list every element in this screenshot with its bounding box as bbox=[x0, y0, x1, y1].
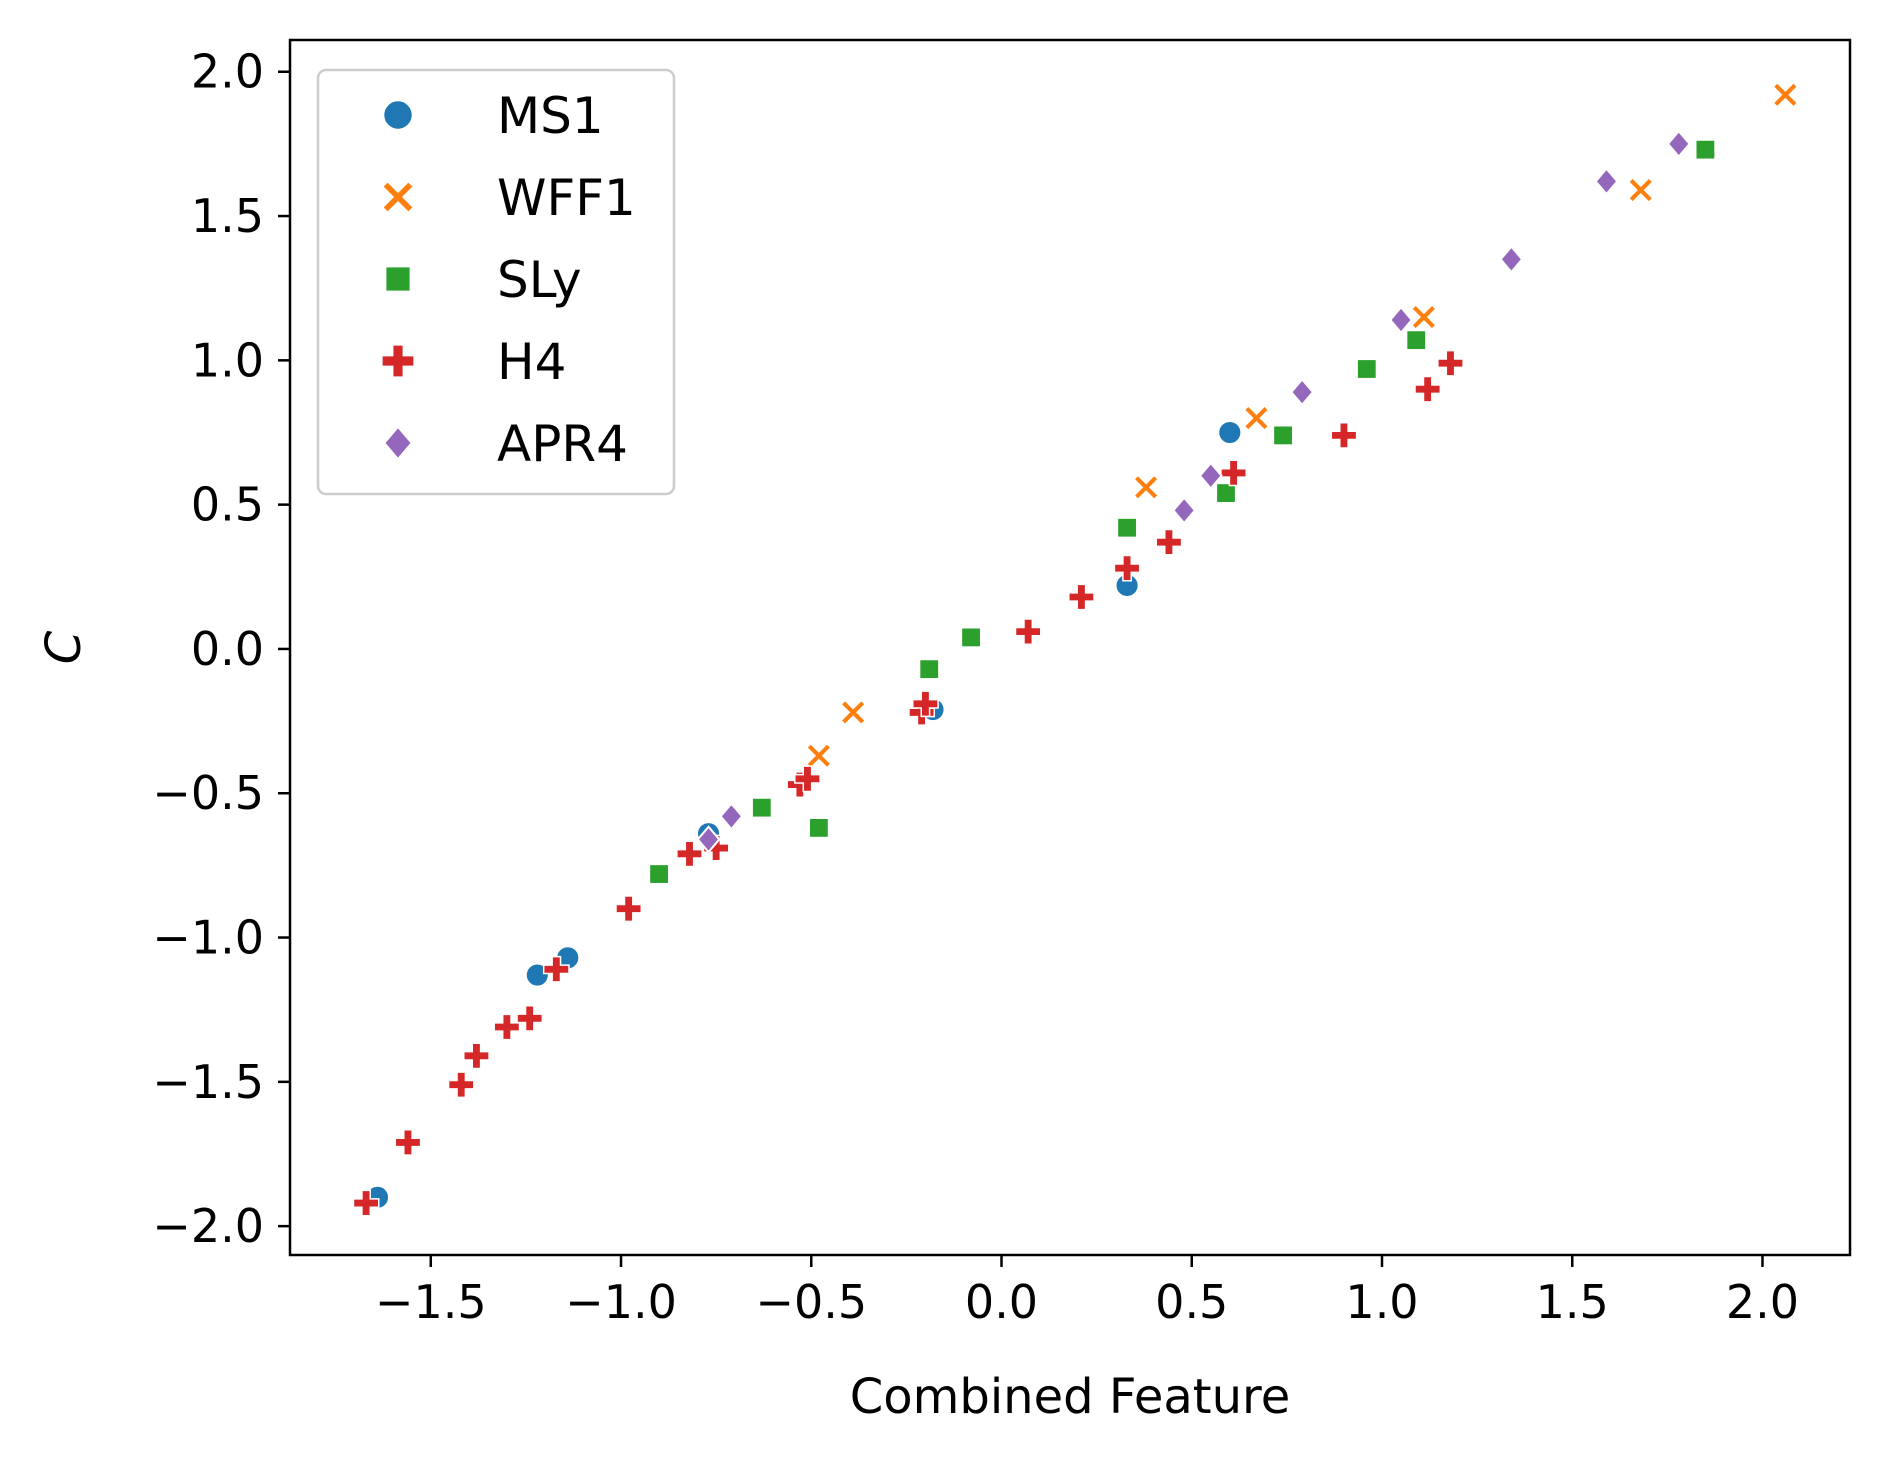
data-point-wff1 bbox=[1772, 81, 1799, 108]
legend-marker-sly bbox=[384, 265, 412, 293]
x-tick-label: 0.0 bbox=[965, 1275, 1038, 1329]
ticks-layer: −1.5 −1.0 −0.5 0.0 0.5 1.0 1.5 2.0 −2.0 −1.5 −1.0 −… bbox=[152, 45, 1799, 1329]
legend-marker-h4 bbox=[381, 344, 415, 378]
y-tick-label: −1.0 bbox=[152, 911, 264, 965]
legend-item-wff1: WFF1 bbox=[381, 169, 636, 227]
y-tick-label: −1.5 bbox=[152, 1055, 264, 1109]
data-point-ms1 bbox=[1217, 419, 1243, 446]
data-point-sly bbox=[1116, 516, 1138, 539]
legend-label: MS1 bbox=[497, 87, 604, 145]
data-point-wff1 bbox=[1243, 404, 1270, 432]
data-point-sly bbox=[1355, 358, 1378, 380]
data-point-sly bbox=[807, 816, 830, 839]
data-point-h4 bbox=[463, 1042, 490, 1070]
data-point-wff1 bbox=[805, 742, 833, 769]
x-tick-label: 2.0 bbox=[1726, 1275, 1799, 1329]
legend-label: SLy bbox=[497, 251, 582, 309]
data-point-apr4 bbox=[1666, 129, 1691, 159]
x-tick-label: −1.5 bbox=[375, 1275, 487, 1329]
data-point-sly bbox=[648, 863, 670, 885]
x-tick-label: 1.0 bbox=[1345, 1275, 1418, 1329]
data-point-apr4 bbox=[1499, 245, 1524, 274]
data-point-h4 bbox=[352, 1189, 380, 1217]
data-point-h4 bbox=[516, 1004, 544, 1032]
data-point-h4 bbox=[447, 1071, 475, 1099]
data-point-h4 bbox=[676, 840, 703, 868]
data-point-sly bbox=[1405, 329, 1428, 352]
data-point-wff1 bbox=[839, 699, 867, 726]
series-ms1 bbox=[364, 419, 1243, 1210]
data-point-h4 bbox=[615, 895, 643, 923]
y-tick-label: −2.0 bbox=[152, 1199, 264, 1253]
data-point-h4 bbox=[1330, 421, 1358, 449]
data-point-apr4 bbox=[719, 802, 744, 831]
data-point-h4 bbox=[493, 1013, 521, 1041]
x-tick-label: −0.5 bbox=[755, 1275, 867, 1329]
legend-marker-apr4 bbox=[383, 425, 413, 461]
data-point-h4 bbox=[912, 690, 939, 718]
legend-item-ms1: MS1 bbox=[382, 87, 604, 145]
series-sly bbox=[648, 138, 1717, 885]
data-point-apr4 bbox=[1594, 167, 1619, 196]
legend-marker-ms1 bbox=[382, 99, 414, 131]
data-point-h4 bbox=[1414, 375, 1442, 403]
data-point-sly bbox=[1694, 138, 1717, 161]
data-point-h4 bbox=[1014, 618, 1042, 646]
legend-label: H4 bbox=[497, 333, 566, 391]
y-tick-label: 2.0 bbox=[191, 45, 264, 99]
series-apr4 bbox=[696, 129, 1691, 854]
data-point-apr4 bbox=[1198, 461, 1223, 490]
series-h4 bbox=[352, 349, 1464, 1217]
x-axis-title: Combined Feature bbox=[850, 1369, 1291, 1425]
data-point-sly bbox=[918, 658, 941, 681]
x-tick-label: −1.0 bbox=[565, 1275, 677, 1329]
data-point-apr4 bbox=[696, 825, 721, 854]
data-point-h4 bbox=[1113, 554, 1141, 582]
legend-item-sly: SLy bbox=[384, 251, 582, 309]
y-tick-label: −0.5 bbox=[152, 766, 264, 820]
data-point-h4 bbox=[394, 1129, 422, 1156]
data-point-sly bbox=[750, 796, 773, 819]
plot-frame bbox=[288, 38, 1852, 1257]
legend-label: WFF1 bbox=[497, 169, 636, 227]
data-point-h4 bbox=[1155, 528, 1183, 556]
x-tick-label: 0.5 bbox=[1155, 1275, 1228, 1329]
data-point-h4 bbox=[542, 955, 570, 983]
data-point-sly bbox=[1272, 424, 1294, 447]
legend-marker-wff1 bbox=[381, 180, 415, 214]
legend-label: APR4 bbox=[497, 415, 628, 473]
y-tick-label: 0.5 bbox=[191, 478, 264, 532]
data-point-wff1 bbox=[1132, 474, 1160, 501]
data-point-wff1 bbox=[1627, 176, 1654, 204]
data-point-h4 bbox=[1220, 459, 1248, 487]
data-point-apr4 bbox=[1388, 305, 1414, 335]
data-point-wff1 bbox=[1410, 303, 1438, 331]
x-tick-label: 1.5 bbox=[1536, 1275, 1609, 1329]
y-tick-label: 0.0 bbox=[191, 622, 264, 676]
data-point-h4 bbox=[1068, 583, 1095, 611]
legend-box bbox=[316, 68, 676, 496]
y-tick-label: 1.5 bbox=[191, 189, 264, 243]
data-point-sly bbox=[960, 626, 982, 649]
y-axis-title: C bbox=[36, 630, 92, 664]
data-points-layer bbox=[352, 81, 1799, 1217]
data-point-apr4 bbox=[1290, 377, 1315, 407]
data-point-sly bbox=[1215, 482, 1237, 504]
series-wff1 bbox=[805, 81, 1799, 769]
legend-item-h4: H4 bbox=[381, 333, 566, 391]
legend-item-apr4: APR4 bbox=[383, 415, 628, 473]
data-point-h4 bbox=[1437, 349, 1464, 377]
data-point-h4 bbox=[794, 765, 821, 793]
y-tick-label: 1.0 bbox=[191, 333, 264, 387]
data-point-apr4 bbox=[1172, 496, 1197, 525]
legend: MS1 WFF1 SLy H4 APR4 bbox=[316, 68, 676, 496]
